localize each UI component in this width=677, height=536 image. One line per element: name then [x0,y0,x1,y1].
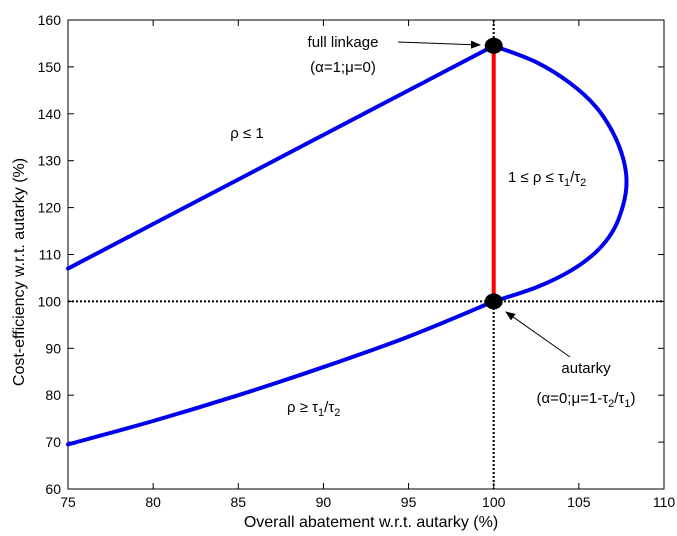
autarky-params-end: ) [630,390,635,407]
y-tick-label: 80 [45,387,61,403]
series-line-1 [66,43,496,271]
autarky-params: (α=0;μ=1-τ2/τ1) [537,390,636,410]
autarky-label: autarky [561,360,611,377]
y-tick-label: 100 [38,293,62,309]
full-linkage-label: full linkage [308,34,379,51]
y-tick-label: 60 [45,481,61,497]
x-axis-label: Overall abatement w.r.t. autarky (%) [244,514,498,531]
rho-ge-sub1: 1 [318,407,324,419]
rho-le-1-label: ρ ≤ 1 [230,125,263,142]
autarky-params-sub1: 2 [608,398,614,410]
full-linkage-arrow [397,40,481,49]
plot-area: 75 80 85 90 95 100 105 110 60 70 80 90 100 110 120 130 1… [38,12,676,510]
rho-mid-sub1: 1 [564,177,570,189]
rho-mid-mid: /τ [570,169,580,186]
x-tick-label: 80 [145,494,161,510]
full-linkage-params: (α=1;μ=0) [310,59,376,76]
autarky-arrow [505,311,571,358]
y-axis-label: Cost-efficiency w.r.t. autarky (%) [11,158,28,386]
x-tick-label: 110 [653,494,676,510]
rho-ge-sub2: 2 [334,407,340,419]
marker-point-2 [484,293,503,310]
rho-mid-label: 1 ≤ ρ ≤ τ1/τ2 [508,169,586,189]
autarky-params-main: (α=0;μ=1-τ [537,390,609,407]
marker-point-1 [484,37,503,54]
rho-ge-main: ρ ≥ τ [287,399,318,416]
y-tick-label: 110 [39,247,62,263]
x-tick-label: 100 [482,494,506,510]
x-tick-label: 75 [60,494,76,510]
y-tick-label: 90 [45,340,61,356]
x-tick-label: 95 [401,494,417,510]
y-tick-label: 140 [38,106,62,122]
rho-ge-label: ρ ≥ τ1/τ2 [287,399,340,419]
x-tick-label: 90 [316,494,332,510]
x-tick-label: 85 [230,494,246,510]
series-line-2 [491,43,629,304]
x-tick-label: 105 [567,494,591,510]
y-tick-label: 130 [38,153,62,169]
y-tick-label: 160 [38,12,62,28]
y-tick-label: 120 [38,200,62,216]
autarky-params-mid: /τ [614,390,624,407]
autarky-params-sub2: 1 [624,398,630,410]
series-line-3 [66,299,496,447]
rho-mid-sub2: 2 [580,177,586,189]
y-tick-label: 150 [38,59,62,75]
y-tick-label: 70 [45,434,61,450]
rho-mid-main: 1 ≤ ρ ≤ τ [508,169,564,186]
rho-ge-mid: /τ [324,399,334,416]
